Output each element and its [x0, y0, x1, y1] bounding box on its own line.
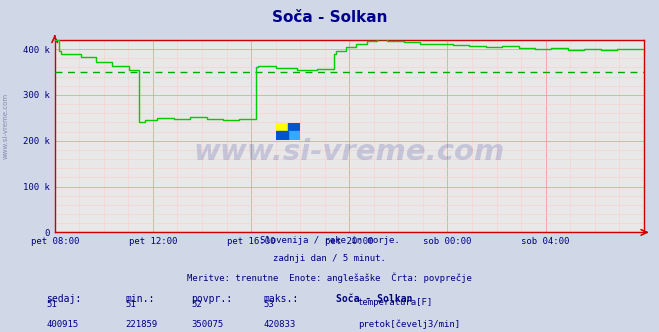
Text: min.:: min.:	[125, 294, 155, 304]
Text: pretok[čevelj3/min]: pretok[čevelj3/min]	[358, 320, 460, 329]
Text: Soča - Solkan: Soča - Solkan	[336, 294, 413, 304]
Text: www.si-vreme.com: www.si-vreme.com	[2, 93, 9, 159]
Bar	[288, 123, 301, 131]
Text: 420833: 420833	[264, 320, 296, 329]
Text: www.si-vreme.com: www.si-vreme.com	[194, 137, 505, 166]
Bar	[288, 131, 301, 140]
Text: 51: 51	[46, 299, 57, 309]
Text: povpr.:: povpr.:	[191, 294, 232, 304]
Text: temperatura[F]: temperatura[F]	[358, 298, 433, 307]
Text: 52: 52	[191, 299, 202, 309]
Text: Meritve: trenutne  Enote: anglešaške  Črta: povprečje: Meritve: trenutne Enote: anglešaške Črta…	[187, 272, 472, 283]
Text: Slovenija / reke in morje.: Slovenija / reke in morje.	[260, 236, 399, 245]
Text: 221859: 221859	[125, 320, 158, 329]
Text: 400915: 400915	[46, 320, 78, 329]
Text: sedaj:: sedaj:	[46, 294, 81, 304]
Text: zadnji dan / 5 minut.: zadnji dan / 5 minut.	[273, 254, 386, 263]
Text: Soča - Solkan: Soča - Solkan	[272, 10, 387, 25]
Bar	[275, 123, 288, 131]
Text: 350075: 350075	[191, 320, 223, 329]
Bar	[275, 131, 288, 140]
Text: 53: 53	[264, 299, 274, 309]
Text: 51: 51	[125, 299, 136, 309]
Text: maks.:: maks.:	[264, 294, 299, 304]
